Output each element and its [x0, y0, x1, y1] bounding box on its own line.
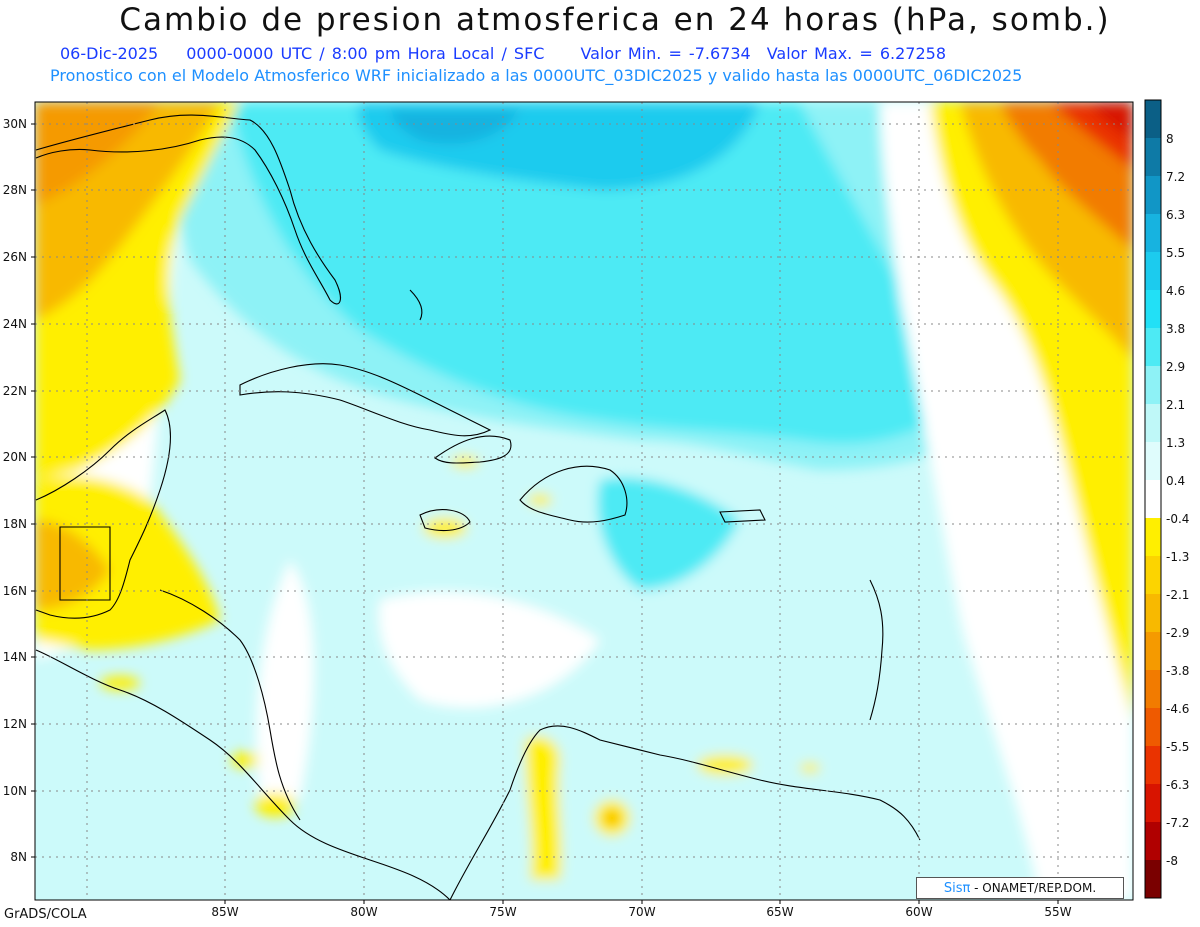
valid-date: 06-Dic-2025 [60, 44, 159, 63]
colorbar-label: 6.3 [1166, 208, 1186, 222]
colorbar-segment [1145, 784, 1161, 822]
valid-time: 0000-0000 UTC / 8:00 pm Hora Local / SFC [186, 44, 545, 63]
colorbar-segment [1145, 214, 1161, 252]
colorbar-segment [1145, 708, 1161, 746]
colorbar-segment [1145, 556, 1161, 594]
colorbar-label: -5.5 [1166, 740, 1190, 754]
colorbar-label: -8 [1166, 854, 1178, 868]
lon-label: 80W [350, 905, 377, 919]
lat-label: 8N [10, 850, 27, 864]
colorbar-segment [1145, 822, 1161, 860]
colorbar-label: -7.2 [1166, 816, 1190, 830]
model-description: Pronostico con el Modelo Atmosferico WRF… [50, 66, 1023, 85]
lon-label: 55W [1044, 905, 1071, 919]
colorbar-segment [1145, 328, 1161, 366]
lat-label: 20N [3, 450, 27, 464]
colorbar-label: -4.6 [1166, 702, 1190, 716]
value-max: Valor Max. = 6.27258 [766, 44, 946, 63]
colorbar-label: 5.5 [1166, 246, 1186, 260]
colorbar-segment [1145, 100, 1161, 138]
colorbar-segment [1145, 252, 1161, 290]
lon-label: 75W [489, 905, 516, 919]
colorbar-label: 8 [1166, 132, 1174, 146]
colorbar-label: -2.9 [1166, 626, 1190, 640]
colorbar-label: -3.8 [1166, 664, 1190, 678]
colorbar-border [1144, 99, 1162, 899]
lon-label: 70W [628, 905, 655, 919]
lon-axis: 85W 80W 75W 70W 65W 60W 55W [211, 905, 1071, 919]
shaded-field [35, 102, 1133, 900]
lat-label: 18N [3, 517, 27, 531]
lat-ticks [31, 123, 35, 858]
lat-label: 24N [3, 317, 27, 331]
colorbar-segment [1145, 290, 1161, 328]
credit-box: Sisπ - ONAMET/REP.DOM. [916, 877, 1124, 899]
colorbar-segment [1145, 404, 1161, 442]
colorbar-segment [1145, 366, 1161, 404]
colorbar-label: -0.4 [1166, 512, 1190, 526]
colorbar-label: 2.1 [1166, 398, 1186, 412]
value-min: Valor Min. = -7.6734 [580, 44, 751, 63]
colorbar-label: -1.3 [1166, 550, 1190, 564]
colorbar-segment [1145, 670, 1161, 708]
colorbar-label: 3.8 [1166, 322, 1186, 336]
map-title: Cambio de presion atmosferica en 24 hora… [119, 2, 1111, 38]
colorbar-segment [1145, 138, 1161, 176]
colorbar-label: 0.4 [1166, 474, 1186, 488]
colorbar-segment [1145, 176, 1161, 214]
lat-label: 30N [3, 117, 27, 131]
grads-footer: GrADS/COLA [4, 907, 87, 922]
colorbar-segment [1145, 480, 1161, 518]
credit-brand: Sisπ [943, 881, 971, 896]
colorbar-segment [1145, 746, 1161, 784]
colorbar-segment [1145, 632, 1161, 670]
valid-time-line: 06-Dic-2025 0000-0000 UTC / 8:00 pm Hora … [60, 44, 946, 63]
lat-label: 22N [3, 384, 27, 398]
colorbar-label: -2.1 [1166, 588, 1190, 602]
lat-axis: 30N 28N 26N 24N 22N 20N 18N 16N 14N 12N … [3, 117, 27, 864]
coastlines [35, 114, 921, 900]
lat-label: 28N [3, 183, 27, 197]
lat-label: 26N [3, 250, 27, 264]
lon-ticks [224, 900, 1059, 904]
lat-label: 10N [3, 784, 27, 798]
colorbar [1144, 99, 1162, 899]
map-frame [34, 101, 1134, 901]
lon-label: 85W [211, 905, 238, 919]
colorbar-label: 2.9 [1166, 360, 1186, 374]
colorbar-segment [1145, 442, 1161, 480]
colorbar-segment [1145, 594, 1161, 632]
colorbar-label: 7.2 [1166, 170, 1186, 184]
graticule [35, 102, 1133, 900]
colorbar-label: 4.6 [1166, 284, 1186, 298]
colorbar-segment [1145, 860, 1161, 898]
lon-label: 65W [766, 905, 793, 919]
credit-text: - ONAMET/REP.DOM. [970, 881, 1097, 895]
lat-label: 14N [3, 650, 27, 664]
lon-label: 60W [905, 905, 932, 919]
lat-label: 12N [3, 717, 27, 731]
colorbar-label: 1.3 [1166, 436, 1186, 450]
colorbar-label: -6.3 [1166, 778, 1190, 792]
colorbar-segment [1145, 518, 1161, 556]
lat-label: 16N [3, 584, 27, 598]
